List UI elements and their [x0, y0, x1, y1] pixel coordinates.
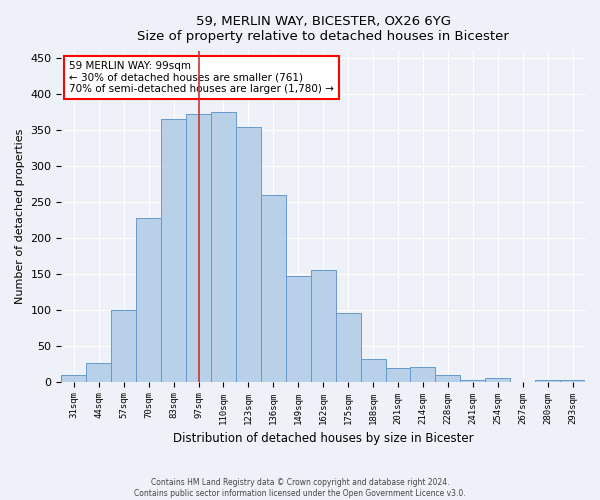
Bar — [111, 310, 136, 382]
Bar — [86, 363, 111, 382]
Text: Contains HM Land Registry data © Crown copyright and database right 2024.
Contai: Contains HM Land Registry data © Crown c… — [134, 478, 466, 498]
Bar — [410, 368, 436, 382]
Title: 59, MERLIN WAY, BICESTER, OX26 6YG
Size of property relative to detached houses : 59, MERLIN WAY, BICESTER, OX26 6YG Size … — [137, 15, 509, 43]
Y-axis label: Number of detached properties: Number of detached properties — [15, 128, 25, 304]
Bar — [311, 270, 335, 382]
Bar — [560, 380, 585, 382]
Bar — [261, 195, 286, 382]
Bar — [485, 378, 510, 382]
Bar — [136, 218, 161, 382]
Bar — [286, 276, 311, 382]
X-axis label: Distribution of detached houses by size in Bicester: Distribution of detached houses by size … — [173, 432, 473, 445]
Bar — [335, 314, 361, 382]
Bar — [61, 374, 86, 382]
Bar — [361, 360, 386, 382]
Bar — [436, 374, 460, 382]
Bar — [386, 368, 410, 382]
Bar — [186, 114, 211, 382]
Bar — [236, 126, 261, 382]
Bar — [460, 380, 485, 382]
Bar — [211, 112, 236, 382]
Bar — [535, 380, 560, 382]
Text: 59 MERLIN WAY: 99sqm
← 30% of detached houses are smaller (761)
70% of semi-deta: 59 MERLIN WAY: 99sqm ← 30% of detached h… — [69, 61, 334, 94]
Bar — [161, 120, 186, 382]
